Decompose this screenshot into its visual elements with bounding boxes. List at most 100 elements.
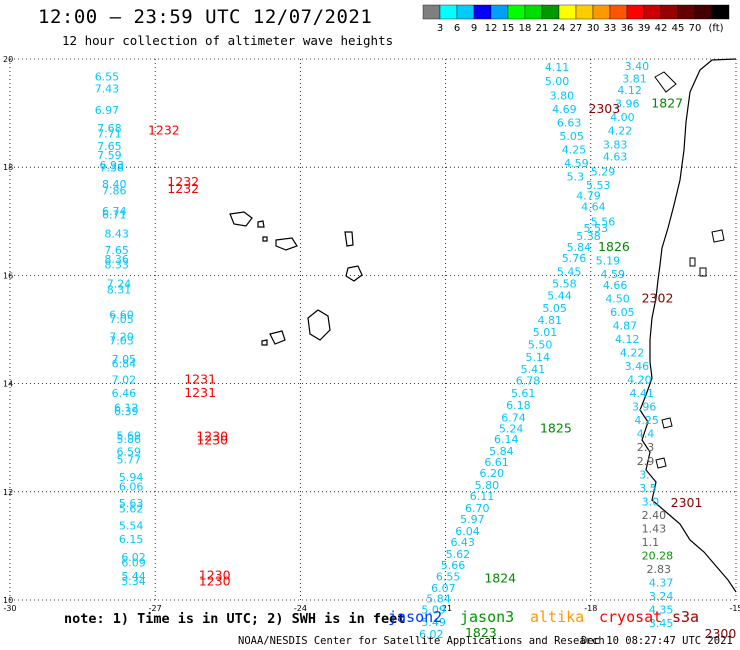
coastal-island-outline <box>661 417 673 429</box>
legend-cryosat: cryosat <box>599 608 663 626</box>
wave-height-label: 7.05 <box>112 353 137 366</box>
wave-height-label: 4.4 <box>637 428 655 441</box>
wave-height-label: 6.74 <box>501 411 526 424</box>
pass-time-label: 1231 <box>184 385 216 400</box>
wave-height-label: 7.71 <box>97 127 122 140</box>
coastal-island-outline <box>655 457 667 469</box>
wave-height-label: 6.09 <box>121 556 146 569</box>
wave-height-label: 5.63 <box>119 497 143 510</box>
wave-height-label: 6.43 <box>450 536 475 549</box>
colorbar-swatch <box>558 4 577 20</box>
wave-height-label: 3. <box>639 468 650 481</box>
wave-height-label: 6.61 <box>484 456 509 469</box>
wave-height-label: 5.62 <box>446 548 471 561</box>
wave-height-label: 5.80 <box>475 479 500 492</box>
x-tick-label: -18 <box>584 604 597 613</box>
colorbar-swatch <box>660 4 679 20</box>
colorbar: 3 6 9 12 15 18 21 24 27 30 33 36 39 42 45 70 (ft) <box>422 4 730 34</box>
wave-height-label: 5.58 <box>552 277 577 290</box>
wave-height-label: 3.83 <box>603 138 628 151</box>
colorbar-swatch <box>439 4 458 20</box>
wave-height-label: 5.38 <box>576 230 601 243</box>
island-outline <box>275 237 298 251</box>
wave-height-label: 5.05 <box>559 130 584 143</box>
wave-height-label: 7.65 <box>104 244 129 257</box>
wave-height-label: 4.22 <box>620 347 645 360</box>
wave-height-label: 6.46 <box>112 387 137 400</box>
wave-height-label: 4.64 <box>581 200 606 213</box>
wave-height-label: 5.00 <box>545 75 570 88</box>
wave-height-label: 6.06 <box>119 481 143 494</box>
wave-height-label: 7.59 <box>97 149 122 162</box>
wave-height-label: 6.02 <box>121 551 146 564</box>
wave-height-label: 4.12 <box>615 333 640 346</box>
island-outline <box>307 309 331 341</box>
legend-s3a: s3a <box>672 608 700 626</box>
wave-height-label: 4.11 <box>545 61 570 74</box>
wave-height-label: 5.94 <box>119 471 143 484</box>
wave-height-label: 4.50 <box>605 292 630 305</box>
wave-height-label: 7.86 <box>102 184 127 197</box>
colorbar-swatch <box>541 4 560 20</box>
wave-height-label: 6.39 <box>114 405 139 418</box>
colorbar-swatch <box>575 4 594 20</box>
wave-height-label: 7.02 <box>112 374 137 387</box>
wave-height-label: 5.53 <box>584 222 609 235</box>
x-tick-label: -27 <box>149 604 162 613</box>
wave-height-label: 3.96 <box>615 98 640 111</box>
y-tick-label: 18 <box>3 163 13 172</box>
colorbar-swatch <box>592 4 611 20</box>
legend-jason2: jason2 <box>388 608 443 626</box>
wave-height-label: 6.11 <box>470 490 495 503</box>
wave-height-label: 5.14 <box>525 351 550 364</box>
wave-height-label: 8.33 <box>104 258 129 271</box>
island-outline <box>269 330 286 345</box>
pass-time-label: 1230 <box>199 567 231 582</box>
wave-height-label: 8.43 <box>104 228 129 241</box>
island-outline <box>257 220 265 228</box>
colorbar-label: 70 <box>689 23 702 34</box>
wave-height-label: 3.46 <box>625 360 650 373</box>
pass-time-label: 2302 <box>642 290 674 305</box>
wave-height-label: 5.76 <box>562 252 587 265</box>
wave-height-label: 5.66 <box>441 559 466 572</box>
wave-height-label: 4.81 <box>538 314 563 327</box>
wave-height-label: 4.00 <box>610 111 635 124</box>
colorbar-swatch <box>711 4 730 20</box>
wave-height-label: 6.71 <box>102 209 127 222</box>
page-title: 12:00 – 23:59 UTC 12/07/2021 <box>38 6 373 28</box>
coastal-island-outline <box>689 257 696 267</box>
colorbar-label: 12 <box>485 23 498 34</box>
wave-height-label: 6.12 <box>114 402 139 415</box>
wave-height-label: 5.62 <box>119 502 143 515</box>
pass-time-label: 1827 <box>651 96 683 111</box>
colorbar-label: 33 <box>604 23 617 34</box>
colorbar-label: 24 <box>553 23 566 34</box>
wave-height-label: 6.55 <box>436 571 461 584</box>
island-outline <box>344 231 354 247</box>
y-tick-label: 12 <box>3 488 13 497</box>
wave-height-label: 6.05 <box>610 306 635 319</box>
wave-height-label: 3.80 <box>550 90 575 103</box>
wave-height-label: 5.84 <box>489 445 514 458</box>
wave-height-label: 5.44 <box>547 290 572 303</box>
colorbar-swatch <box>609 4 628 20</box>
wave-height-label: 3.0 <box>642 495 660 508</box>
wave-height-label: 8.40 <box>102 178 127 191</box>
colorbar-label: 3 <box>437 23 443 34</box>
wave-height-label: 1.43 <box>642 522 667 535</box>
pass-time-label: 2301 <box>671 495 703 510</box>
wave-height-label: 7.43 <box>95 83 120 96</box>
wave-height-label: 2.9 <box>637 455 655 468</box>
wave-height-label: 5.24 <box>499 422 523 435</box>
wave-height-label: 6.07 <box>431 582 456 595</box>
island-outline <box>229 211 253 227</box>
x-tick-label: -21 <box>439 604 452 613</box>
pass-time-label: 1823 <box>465 625 497 640</box>
y-tick-label: 14 <box>3 380 13 389</box>
pass-time-label: 1230 <box>196 428 228 443</box>
island-outline <box>261 339 268 346</box>
wave-height-label: 6.63 <box>557 117 582 130</box>
colorbar-label: 6 <box>454 23 460 34</box>
